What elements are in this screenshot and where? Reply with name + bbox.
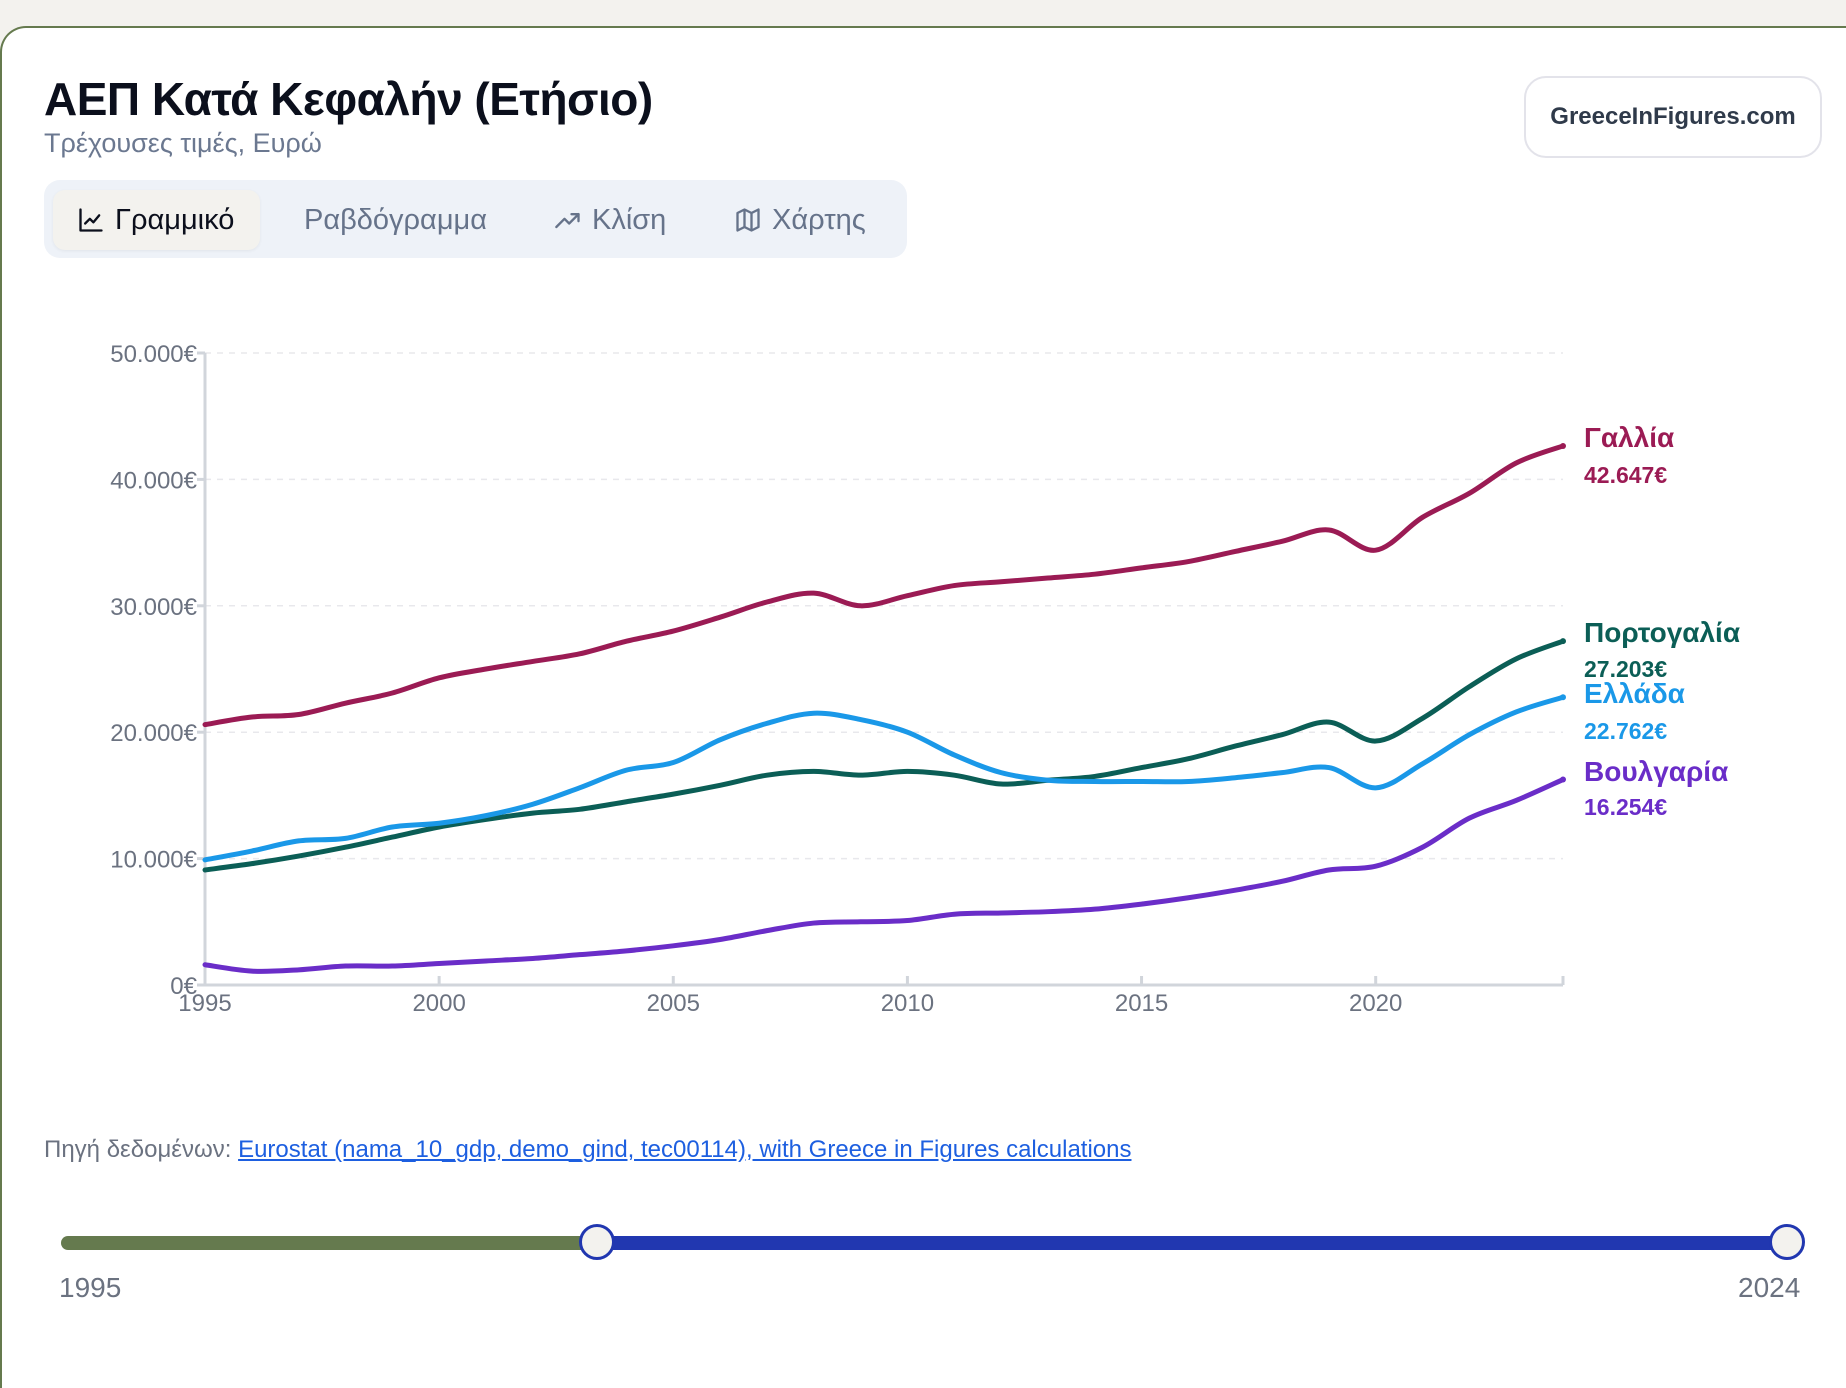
series-label: Γαλλία xyxy=(1584,422,1674,453)
y-tick-label: 20.000€ xyxy=(110,720,197,747)
series-value-label: 27.203€ xyxy=(1584,656,1667,682)
series-label: Πορτογαλία xyxy=(1584,617,1740,648)
y-tick-label: 40.000€ xyxy=(110,467,197,494)
x-tick-label: 2020 xyxy=(1349,990,1402,1017)
slider-start-thumb[interactable] xyxy=(578,1224,615,1260)
tab-bar[interactable]: Ραβδόγραμμα xyxy=(270,190,510,250)
page-subtitle: Τρέχουσες τιμές, Ευρώ xyxy=(44,128,322,158)
page-title: ΑΕΠ Κατά Κεφαλήν (Ετήσιο) xyxy=(44,73,653,125)
y-tick-label: 30.000€ xyxy=(110,594,197,621)
tab-slope[interactable]: Κλίση xyxy=(530,190,700,250)
series-line xyxy=(202,638,1566,873)
chart-type-tabs: Γραμμικό Ραβδόγραμμα Κλίση Χάρτης xyxy=(44,180,907,258)
tab-map[interactable]: Χάρτης xyxy=(710,190,890,250)
slider-track-inactive[interactable] xyxy=(61,1236,597,1250)
data-source: Πηγή δεδομένων: Eurostat (nama_10_gdp, d… xyxy=(44,1136,1131,1164)
tab-label: Κλίση xyxy=(592,203,667,236)
series-line xyxy=(202,443,1566,728)
series-line xyxy=(202,777,1566,974)
line-chart: 0€ 10.000€ 20.000€ 30.000€ 40.000€ 50.000€ 199… xyxy=(110,341,1740,1017)
series-label: Βουλγαρία xyxy=(1584,756,1728,787)
series-line xyxy=(202,694,1566,863)
x-tick-label: 1995 xyxy=(178,990,231,1017)
tab-label: Χάρτης xyxy=(772,203,866,236)
y-tick-label: 10.000€ xyxy=(110,847,197,874)
map-icon xyxy=(736,208,760,232)
slider-end-thumb[interactable] xyxy=(1769,1224,1805,1260)
year-range-slider[interactable] xyxy=(61,1224,1805,1260)
series-end-point xyxy=(1560,442,1566,449)
x-tick-label: 2015 xyxy=(1115,990,1168,1017)
series-value-label: 42.647€ xyxy=(1584,462,1667,488)
brand-button[interactable]: GreeceInFigures.com xyxy=(1524,76,1822,158)
series-end-point xyxy=(1560,694,1566,701)
series-end-point xyxy=(1560,638,1566,645)
x-tick-label: 2000 xyxy=(412,990,465,1017)
series-label: Ελλάδα xyxy=(1584,678,1685,709)
series-end-point xyxy=(1560,776,1566,783)
series-value-label: 22.762€ xyxy=(1584,718,1667,744)
slider-min-label: 1995 xyxy=(59,1272,122,1303)
source-prefix: Πηγή δεδομένων: xyxy=(44,1136,232,1163)
line-chart-icon xyxy=(79,208,103,232)
x-tick-label: 2005 xyxy=(647,990,700,1017)
source-link[interactable]: Eurostat (nama_10_gdp, demo_gind, tec001… xyxy=(238,1136,1132,1163)
slider-track-active[interactable] xyxy=(596,1236,1787,1250)
y-tick-label: 50.000€ xyxy=(110,341,197,368)
x-tick-label: 2010 xyxy=(881,990,934,1017)
y-tick-label: 0€ xyxy=(170,973,197,1000)
tab-label: Γραμμικό xyxy=(115,203,235,236)
tab-label: Ραβδόγραμμα xyxy=(304,203,488,236)
tab-line[interactable]: Γραμμικό xyxy=(53,190,260,250)
series-value-label: 16.254€ xyxy=(1584,794,1667,820)
slider-max-label: 2024 xyxy=(1738,1272,1801,1303)
trend-up-icon xyxy=(555,213,580,229)
